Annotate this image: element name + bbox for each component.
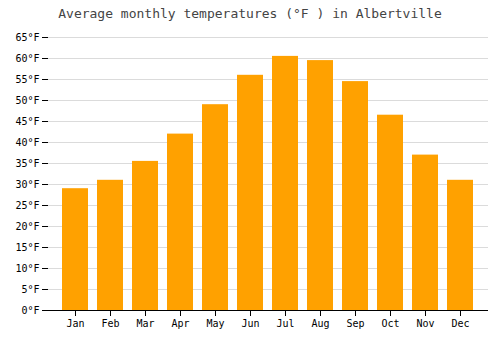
svg-text:Dec: Dec xyxy=(451,318,469,329)
svg-text:Jun: Jun xyxy=(241,318,259,329)
svg-text:Jan: Jan xyxy=(66,318,84,329)
svg-text:25°F: 25°F xyxy=(15,200,39,211)
svg-text:Mar: Mar xyxy=(136,318,154,329)
svg-text:May: May xyxy=(206,318,224,329)
svg-text:Apr: Apr xyxy=(171,318,189,329)
svg-text:Nov: Nov xyxy=(416,318,434,329)
svg-text:40°F: 40°F xyxy=(15,137,39,148)
svg-text:Oct: Oct xyxy=(381,318,399,329)
svg-text:0°F: 0°F xyxy=(21,305,39,316)
svg-text:20°F: 20°F xyxy=(15,221,39,232)
svg-text:55°F: 55°F xyxy=(15,74,39,85)
svg-text:Jul: Jul xyxy=(276,318,294,329)
svg-text:45°F: 45°F xyxy=(15,116,39,127)
svg-text:5°F: 5°F xyxy=(21,284,39,295)
svg-text:Aug: Aug xyxy=(311,318,329,329)
svg-text:10°F: 10°F xyxy=(15,263,39,274)
svg-text:Feb: Feb xyxy=(101,318,119,329)
svg-text:35°F: 35°F xyxy=(15,158,39,169)
svg-text:50°F: 50°F xyxy=(15,95,39,106)
svg-text:30°F: 30°F xyxy=(15,179,39,190)
svg-text:15°F: 15°F xyxy=(15,242,39,253)
svg-text:Sep: Sep xyxy=(346,318,364,329)
svg-text:65°F: 65°F xyxy=(15,32,39,43)
svg-text:60°F: 60°F xyxy=(15,53,39,64)
html-text:Average monthly temperatures (: Average monthly temperatures (°F ) in Al… xyxy=(58,6,442,21)
